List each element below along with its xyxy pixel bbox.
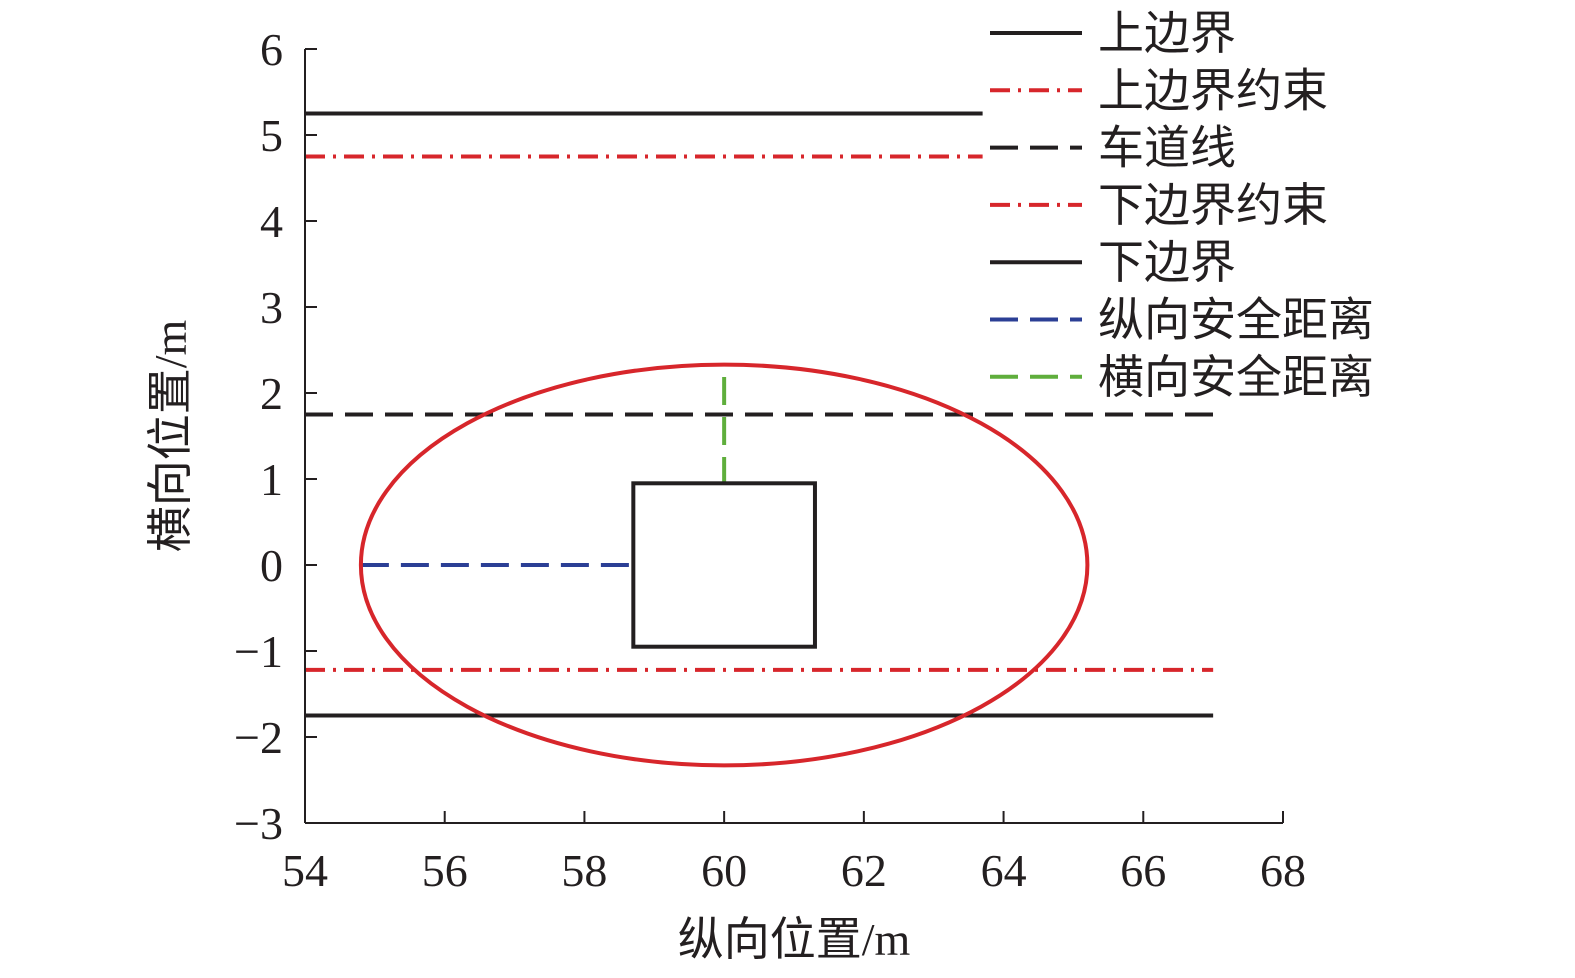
y-tick-label: 5 bbox=[260, 110, 283, 161]
legend-label-4: 下边界约束 bbox=[1098, 180, 1328, 231]
legend-label-3: 车道线 bbox=[1098, 123, 1236, 174]
x-tick-label: 68 bbox=[1260, 845, 1306, 896]
y-tick-label: −1 bbox=[234, 626, 283, 677]
x-tick-label: 58 bbox=[561, 845, 607, 896]
y-tick-label: 2 bbox=[260, 368, 283, 419]
legend-label-5: 下边界 bbox=[1098, 237, 1236, 288]
y-tick-label: −3 bbox=[234, 798, 283, 849]
y-tick-label: 6 bbox=[260, 24, 283, 75]
y-tick-label: −2 bbox=[234, 712, 283, 763]
y-axis-label: 横向位置/m bbox=[145, 320, 196, 553]
vehicle-box bbox=[631, 481, 817, 649]
plot-lines bbox=[305, 111, 1214, 768]
x-tick-label: 64 bbox=[981, 845, 1027, 896]
y-tick-label: 4 bbox=[260, 196, 283, 247]
safety-ellipse bbox=[358, 362, 1090, 768]
x-tick-label: 56 bbox=[422, 845, 468, 896]
y-tick-label: 3 bbox=[260, 282, 283, 333]
y-tick-label: 0 bbox=[260, 540, 283, 591]
y-tick-label: 1 bbox=[260, 454, 283, 505]
x-tick-label: 66 bbox=[1120, 845, 1166, 896]
legend-label-7: 横向安全距离 bbox=[1098, 352, 1374, 403]
x-tick-label: 54 bbox=[282, 845, 328, 896]
legend-label-1: 上边界 bbox=[1098, 8, 1236, 59]
x-tick-label: 60 bbox=[701, 845, 747, 896]
x-axis-label: 纵向位置/m bbox=[678, 914, 911, 965]
x-tick-label: 62 bbox=[841, 845, 887, 896]
legend-label-2: 上边界约束 bbox=[1098, 65, 1328, 116]
legend-label-6: 纵向安全距离 bbox=[1098, 295, 1374, 346]
